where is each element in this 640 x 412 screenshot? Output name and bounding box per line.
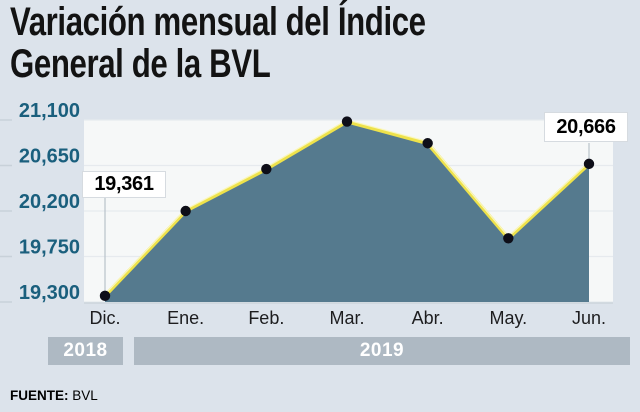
title-line-1: Variación mensual del Índice	[10, 0, 426, 44]
data-point-dot	[422, 138, 433, 149]
x-tick-label: May.	[489, 308, 527, 328]
area-fill	[105, 121, 589, 302]
year-band-2018: 2018	[48, 337, 123, 365]
source-credit: FUENTE: BVL	[10, 388, 98, 403]
data-point-dot	[180, 205, 191, 217]
title-line-2: General de la BVL	[10, 42, 271, 86]
year-band-2019: 2019	[134, 337, 630, 365]
y-tick-label: 21,100	[19, 100, 80, 122]
x-tick-label: Dic.	[90, 308, 121, 328]
data-point-dot	[341, 116, 353, 127]
y-tick-label: 20,200	[19, 191, 80, 213]
source-value: BVL	[72, 388, 98, 403]
area-chart-canvas: 19,300 19,750 20,200 20,650 21,100 Dic. Ene. Fe…	[0, 100, 613, 328]
x-tick-label: Ene.	[167, 308, 204, 328]
data-point-dot	[99, 290, 111, 302]
x-tick-label: Feb.	[248, 308, 284, 328]
chart-area: 19,300 19,750 20,200 20,650 21,100 Dic. Ene. Fe…	[0, 95, 640, 330]
data-point-dot	[583, 158, 595, 170]
data-point-dot	[503, 233, 514, 244]
y-tick-label: 19,300	[19, 282, 80, 304]
y-tick-label: 19,750	[19, 237, 80, 259]
data-callout-jun: 20,666	[544, 112, 628, 142]
x-tick-label: Abr.	[412, 308, 444, 328]
data-callout-dic: 19,361	[82, 171, 166, 198]
source-label: FUENTE:	[10, 388, 69, 403]
page-title: Variación mensual del Índice General de l…	[10, 1, 426, 85]
x-tick-label: Jun.	[572, 308, 606, 328]
data-point-dot	[261, 163, 272, 175]
x-tick-label: Mar.	[329, 308, 364, 328]
y-tick-label: 20,650	[19, 146, 80, 168]
